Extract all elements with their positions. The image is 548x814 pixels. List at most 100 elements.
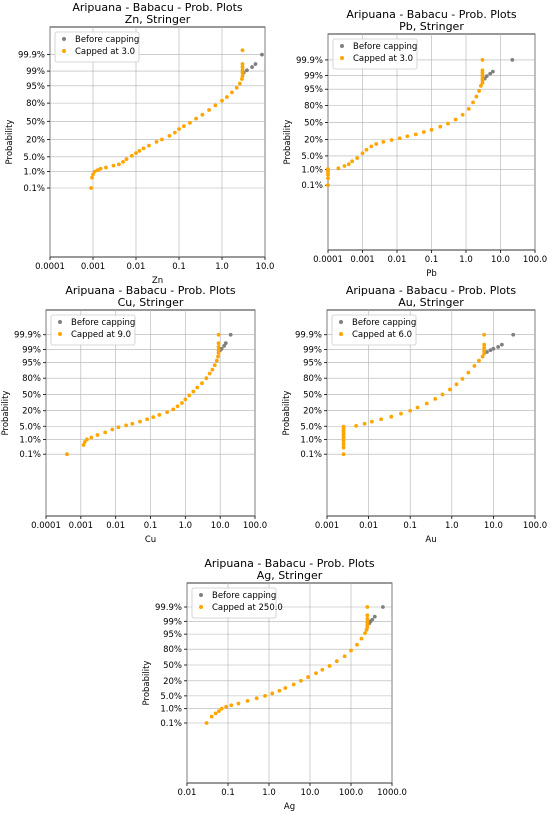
point-capped — [360, 151, 365, 156]
point-capped — [172, 130, 177, 135]
point-capped — [447, 387, 452, 392]
point-capped — [213, 103, 218, 108]
x-tick-label: 0.1 — [221, 788, 235, 798]
legend-marker — [339, 332, 343, 336]
point-capped — [341, 442, 346, 447]
legend-box — [50, 314, 136, 346]
x-tick-label: 0.01 — [178, 788, 197, 798]
x-axis-label: Pb — [426, 269, 437, 279]
point-before-capping — [490, 69, 495, 74]
y-tick-label: 1.0% — [160, 705, 182, 715]
point-capped — [362, 421, 367, 426]
point-capped — [200, 112, 205, 117]
point-capped — [365, 622, 370, 627]
legend-label: Before capping — [212, 591, 276, 601]
point-capped — [240, 65, 245, 69]
x-axis-label: Au — [425, 535, 436, 545]
y-tick-label: 0.1% — [23, 184, 45, 194]
y-tick-label: 99.9% — [18, 51, 45, 61]
point-capped — [207, 108, 211, 112]
point-before-capping — [496, 345, 501, 349]
y-tick-label: 99% — [304, 71, 323, 81]
legend-marker — [58, 332, 62, 336]
point-capped — [159, 137, 164, 142]
point-capped — [239, 77, 244, 81]
chart-panel: 0.01 0.1 1.0 10.0 100.0 1000.0 0.1% 1.0% 5.0% 20%… — [142, 557, 407, 812]
point-capped — [369, 419, 374, 424]
point-capped — [104, 165, 108, 170]
point-capped — [110, 427, 115, 432]
point-capped — [379, 417, 384, 422]
point-capped — [314, 671, 318, 676]
legend-label: Before capping — [75, 35, 139, 45]
point-capped — [212, 363, 217, 368]
point-capped — [204, 721, 209, 725]
point-capped — [240, 48, 245, 53]
point-capped — [421, 130, 426, 134]
point-capped — [326, 176, 330, 181]
chart-title: Aripuana - Babacu - Prob. Plots — [65, 284, 236, 297]
point-capped — [171, 407, 176, 412]
point-capped — [291, 682, 296, 687]
point-capped — [216, 345, 221, 349]
point-capped — [342, 654, 347, 659]
y-axis-label: Probability — [1, 391, 11, 436]
point-capped — [355, 156, 360, 160]
point-capped — [90, 175, 94, 180]
point-capped — [81, 443, 86, 447]
point-capped — [216, 332, 221, 337]
x-tick-label: 0.1 — [172, 262, 186, 272]
y-tick-label: 95% — [303, 359, 322, 369]
chart-panel: 0.0001 0.001 0.01 0.1 1.0 10.0 0.1% 1.0% 5.0% 20%… — [5, 1, 274, 286]
x-tick-label: 10.0 — [256, 262, 275, 272]
point-capped — [183, 397, 188, 402]
y-tick-label: 50% — [22, 390, 41, 400]
y-tick-label: 99% — [26, 67, 45, 77]
point-capped — [240, 62, 245, 66]
point-before-capping — [484, 74, 489, 79]
x-tick-label: 1.0 — [445, 521, 459, 531]
point-capped — [477, 89, 482, 93]
point-capped — [349, 648, 353, 653]
point-capped — [399, 411, 403, 416]
point-capped — [82, 440, 87, 444]
point-capped — [480, 58, 485, 62]
point-capped — [299, 678, 303, 683]
point-capped — [415, 405, 420, 410]
y-tick-label: 99% — [303, 345, 322, 355]
x-tick-label: 0.1 — [403, 521, 417, 531]
x-tick-label: 1000.0 — [377, 788, 407, 798]
point-capped — [480, 354, 485, 359]
x-tick-label: 0.01 — [127, 262, 146, 272]
point-capped — [210, 367, 215, 372]
point-capped — [165, 410, 170, 415]
legend-label: Capped at 3.0 — [75, 47, 135, 57]
point-before-capping — [488, 71, 493, 76]
legend-label: Capped at 6.0 — [352, 330, 412, 340]
point-capped — [180, 401, 184, 405]
point-capped — [157, 413, 162, 417]
y-tick-label: 20% — [163, 677, 182, 687]
point-capped — [433, 396, 438, 401]
point-capped — [89, 435, 94, 440]
point-capped — [237, 81, 242, 86]
point-capped — [389, 414, 394, 419]
chart-subtitle: Au, Stringer — [398, 296, 464, 309]
point-capped — [341, 424, 346, 429]
point-capped — [405, 134, 410, 139]
y-tick-label: 5.0% — [19, 422, 41, 432]
y-tick-label: 80% — [22, 374, 41, 384]
x-tick-label: 1.0 — [215, 262, 229, 272]
point-capped — [466, 106, 471, 111]
point-before-capping — [253, 62, 258, 66]
point-capped — [130, 421, 135, 426]
chart-title: Aripuana - Babacu - Prob. Plots — [72, 1, 243, 14]
point-capped — [336, 166, 341, 171]
x-tick-label: 10.0 — [484, 521, 503, 531]
y-tick-label: 20% — [22, 407, 41, 417]
point-capped — [365, 616, 370, 621]
point-capped — [354, 423, 358, 428]
y-tick-label: 5.0% — [300, 422, 322, 432]
point-capped — [154, 139, 159, 144]
point-capped — [95, 433, 100, 437]
